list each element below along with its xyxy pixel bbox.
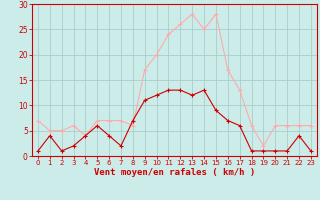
X-axis label: Vent moyen/en rafales ( km/h ): Vent moyen/en rafales ( km/h ) (94, 168, 255, 177)
